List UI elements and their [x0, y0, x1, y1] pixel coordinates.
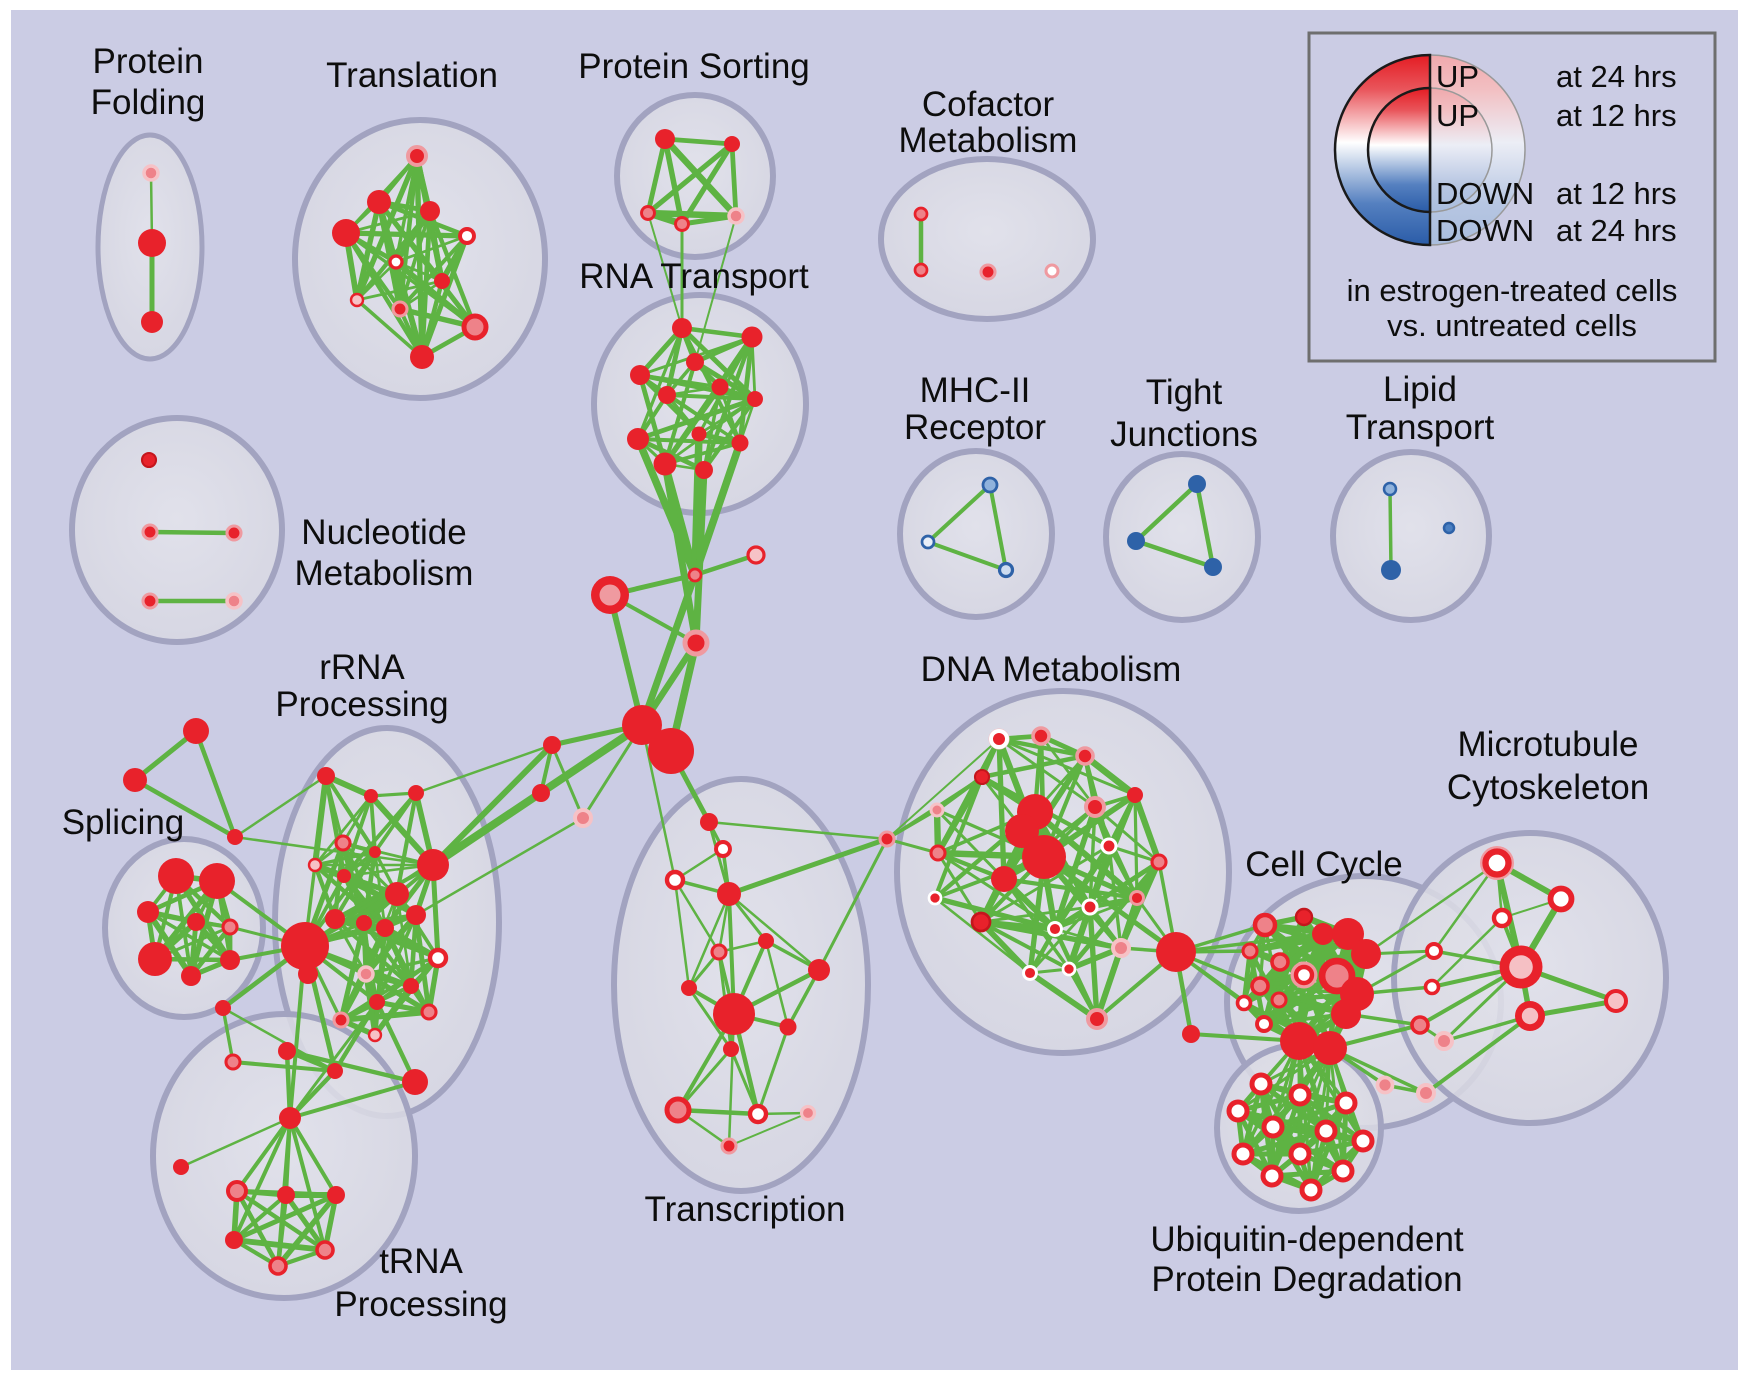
svg-text:MHC-II: MHC-II — [920, 371, 1031, 410]
svg-text:Receptor: Receptor — [904, 408, 1046, 447]
svg-text:UP: UP — [1436, 98, 1479, 133]
svg-text:Microtubule: Microtubule — [1458, 725, 1639, 764]
svg-text:Metabolism: Metabolism — [899, 121, 1078, 160]
svg-text:Translation: Translation — [326, 56, 498, 95]
svg-text:Splicing: Splicing — [62, 803, 185, 842]
svg-text:DOWN: DOWN — [1436, 176, 1534, 211]
svg-text:Processing: Processing — [275, 685, 448, 724]
svg-text:Lipid: Lipid — [1383, 370, 1457, 409]
svg-text:Cell Cycle: Cell Cycle — [1245, 845, 1403, 884]
svg-text:vs. untreated cells: vs. untreated cells — [1387, 308, 1637, 343]
svg-text:RNA Transport: RNA Transport — [579, 257, 809, 296]
svg-text:Protein: Protein — [93, 42, 204, 81]
svg-text:at 12 hrs: at 12 hrs — [1556, 176, 1677, 211]
svg-text:DNA Metabolism: DNA Metabolism — [921, 650, 1182, 689]
svg-text:Folding: Folding — [91, 83, 206, 122]
svg-text:UP: UP — [1436, 59, 1479, 94]
svg-text:at 24 hrs: at 24 hrs — [1556, 59, 1677, 94]
svg-text:Protein Degradation: Protein Degradation — [1151, 1260, 1462, 1299]
svg-text:Tight: Tight — [1146, 373, 1223, 412]
svg-text:at 24 hrs: at 24 hrs — [1556, 213, 1677, 248]
svg-text:Protein Sorting: Protein Sorting — [578, 47, 810, 86]
svg-text:DOWN: DOWN — [1436, 213, 1534, 248]
svg-text:Ubiquitin-dependent: Ubiquitin-dependent — [1150, 1220, 1464, 1259]
svg-text:Nucleotide: Nucleotide — [301, 513, 466, 552]
svg-text:Cofactor: Cofactor — [922, 85, 1055, 124]
svg-text:Transport: Transport — [1346, 408, 1495, 447]
svg-text:rRNA: rRNA — [319, 648, 405, 687]
svg-text:Junctions: Junctions — [1110, 415, 1258, 454]
svg-text:Cytoskeleton: Cytoskeleton — [1447, 768, 1649, 807]
svg-text:Transcription: Transcription — [645, 1190, 846, 1229]
svg-text:in estrogen-treated cells: in estrogen-treated cells — [1347, 273, 1678, 308]
svg-text:tRNA: tRNA — [379, 1242, 463, 1281]
svg-text:Processing: Processing — [334, 1285, 507, 1324]
svg-text:at 12 hrs: at 12 hrs — [1556, 98, 1677, 133]
svg-text:Metabolism: Metabolism — [295, 554, 474, 593]
